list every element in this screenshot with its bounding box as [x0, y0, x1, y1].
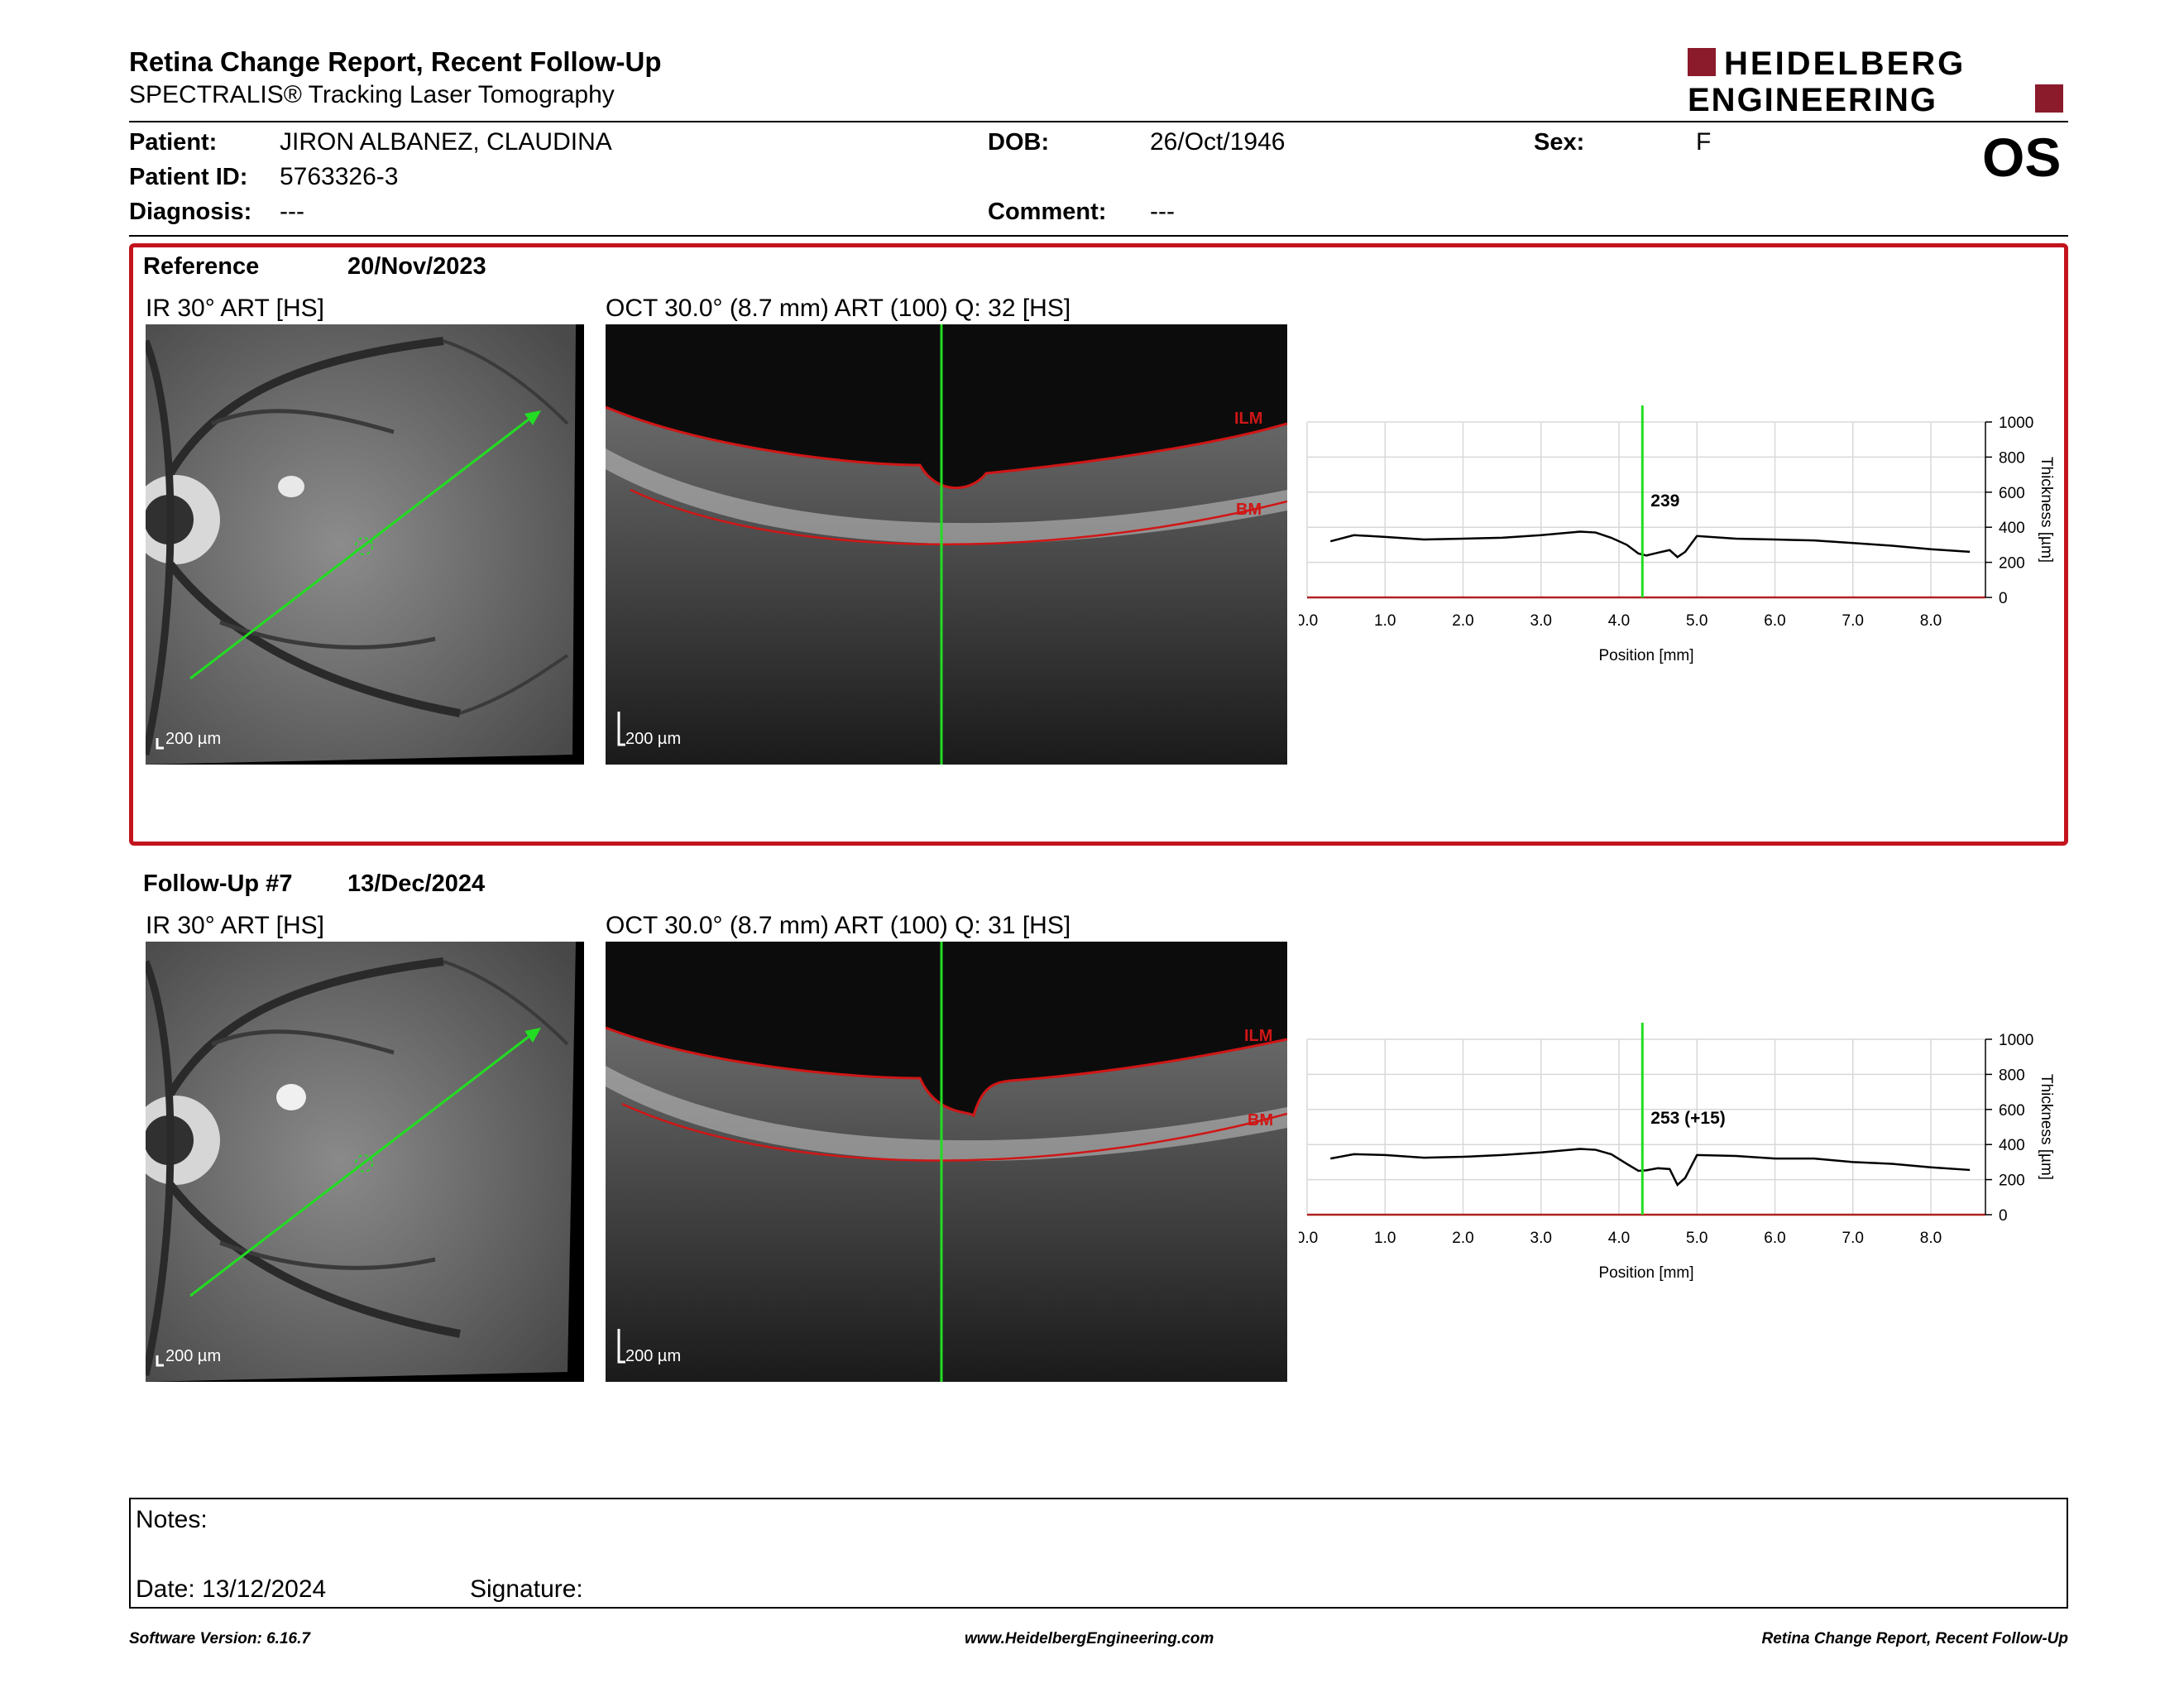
diagnosis-value: ---: [280, 198, 304, 225]
reference-xlabel: Position [mm]: [1598, 647, 1693, 664]
reference-ytick-label: 0: [1999, 590, 2008, 607]
footer-website-link[interactable]: www.HeidelbergEngineering.com: [965, 1630, 1214, 1647]
reference-ytick-label: 200: [1999, 555, 2025, 573]
followup-ir-label: IR 30° ART [HS]: [146, 912, 324, 939]
followup-oct-image: ILM BM 200 µm: [606, 942, 1287, 1382]
reference-ytick-label: 1000: [1999, 415, 2033, 432]
footer-report-name: Retina Change Report, Recent Follow-Up: [1761, 1630, 2068, 1647]
report-subtitle: SPECTRALIS® Tracking Laser Tomography: [129, 81, 615, 108]
followup-xtick-label: 5.0: [1686, 1230, 1707, 1247]
report-title: Retina Change Report, Recent Follow-Up: [129, 46, 662, 77]
reference-thickness-graph: 0 200 400 600 800 1000 0.0 1.0 2.0 3.0 4.0 5.0 6.0 7.…: [1299, 405, 2055, 664]
followup-ilm-label: ILM: [1244, 1027, 1272, 1045]
patient-divider: [129, 235, 2068, 237]
followup-xtick-label: 0.0: [1299, 1230, 1318, 1247]
reference-xtick-label: 3.0: [1530, 612, 1552, 630]
followup-thickness-graph: 0 200 400 600 800 1000 0.0 1.0 2.0 3.0 4.0 5.0 6.0 7.…: [1299, 1023, 2055, 1282]
reference-ir-image: 200 µm: [146, 324, 584, 765]
followup-xtick-label: 2.0: [1452, 1230, 1473, 1247]
logo-line2: ENGINEERING: [1688, 82, 1937, 116]
reference-ilm-label: ILM: [1234, 410, 1262, 428]
reference-xtick-label: 4.0: [1608, 612, 1630, 630]
reference-ytick-label: 600: [1999, 485, 2025, 502]
followup-ytick-label: 200: [1999, 1172, 2025, 1190]
followup-label: Follow-Up #7: [143, 870, 293, 897]
reference-oct-label: OCT 30.0° (8.7 mm) ART (100) Q: 32 [HS]: [606, 295, 1071, 322]
followup-xtick-label: 7.0: [1842, 1230, 1864, 1247]
header-divider: [129, 121, 2068, 122]
reference-ylabel: Thickness [µm]: [2038, 457, 2055, 563]
sex-label: Sex:: [1534, 129, 1585, 156]
dob-value: 26/Oct/1946: [1150, 128, 1286, 156]
reference-ytick-label: 400: [1999, 520, 2025, 537]
followup-ir-scale: 200 µm: [165, 1347, 221, 1365]
followup-xtick-label: 1.0: [1374, 1230, 1396, 1247]
followup-xtick-label: 3.0: [1530, 1230, 1552, 1247]
heidelberg-logo: HEIDELBERG ENGINEERING: [1688, 46, 2068, 118]
followup-ytick-label: 800: [1999, 1067, 2025, 1084]
followup-marker-value: 253 (+15): [1650, 1109, 1725, 1128]
patient-id: 5763326-3: [280, 163, 399, 190]
notes-date: Date: 13/12/2024: [136, 1575, 327, 1603]
eye-indicator: OS: [1982, 127, 2062, 188]
comment-label: Comment:: [988, 199, 1107, 225]
followup-date: 13/Dec/2024: [347, 870, 486, 897]
reference-oct-image: ILM BM 200 µm: [606, 324, 1287, 765]
reference-xtick-label: 8.0: [1920, 612, 1942, 630]
logo-line1: HEIDELBERG: [1724, 46, 1966, 82]
reference-xtick-label: 2.0: [1452, 612, 1473, 630]
followup-ytick-label: 400: [1999, 1137, 2025, 1154]
reference-xtick-label: 0.0: [1299, 612, 1318, 630]
reference-thickness-line: [1329, 530, 1971, 559]
notes-box[interactable]: [129, 1498, 2068, 1609]
followup-ytick-label: 0: [1999, 1207, 2008, 1225]
patient-name: JIRON ALBANEZ, CLAUDINA: [280, 128, 612, 156]
followup-xtick-label: 6.0: [1764, 1230, 1785, 1247]
patient-label: Patient:: [129, 129, 218, 156]
footer-software-version: Software Version: 6.16.7: [129, 1630, 310, 1647]
reference-oct-scale: 200 µm: [625, 730, 681, 748]
followup-ylabel: Thickness [µm]: [2038, 1074, 2055, 1180]
reference-bm-label: BM: [1236, 501, 1262, 519]
reference-label: Reference: [143, 253, 260, 280]
followup-xtick-label: 4.0: [1608, 1230, 1630, 1247]
reference-ytick-label: 800: [1999, 449, 2025, 467]
reference-date: 20/Nov/2023: [347, 253, 486, 280]
reference-xtick-label: 7.0: [1842, 612, 1864, 630]
comment-value: ---: [1150, 198, 1175, 225]
followup-thickness-line: [1330, 1148, 1971, 1187]
patient-id-label: Patient ID:: [129, 164, 248, 190]
followup-xlabel: Position [mm]: [1598, 1264, 1693, 1282]
reference-frame: [129, 243, 2068, 846]
reference-ir-label: IR 30° ART [HS]: [146, 295, 324, 322]
followup-oct-label: OCT 30.0° (8.7 mm) ART (100) Q: 31 [HS]: [606, 912, 1071, 939]
reference-ir-scale: 200 µm: [165, 730, 221, 748]
followup-ytick-label: 1000: [1999, 1032, 2033, 1049]
reference-xtick-label: 1.0: [1374, 612, 1396, 630]
followup-bm-label: BM: [1248, 1111, 1273, 1129]
notes-label: Notes:: [136, 1506, 208, 1533]
followup-ir-image: 200 µm: [146, 942, 584, 1382]
diagnosis-label: Diagnosis:: [129, 199, 252, 225]
dob-label: DOB:: [988, 129, 1050, 156]
sex-value: F: [1696, 128, 1712, 156]
signature-label: Signature:: [470, 1575, 583, 1603]
followup-ytick-label: 600: [1999, 1102, 2025, 1120]
followup-xtick-label: 8.0: [1920, 1230, 1942, 1247]
reference-xtick-label: 6.0: [1764, 612, 1785, 630]
reference-xtick-label: 5.0: [1686, 612, 1707, 630]
reference-marker-value: 239: [1650, 492, 1679, 511]
followup-oct-scale: 200 µm: [625, 1347, 681, 1365]
